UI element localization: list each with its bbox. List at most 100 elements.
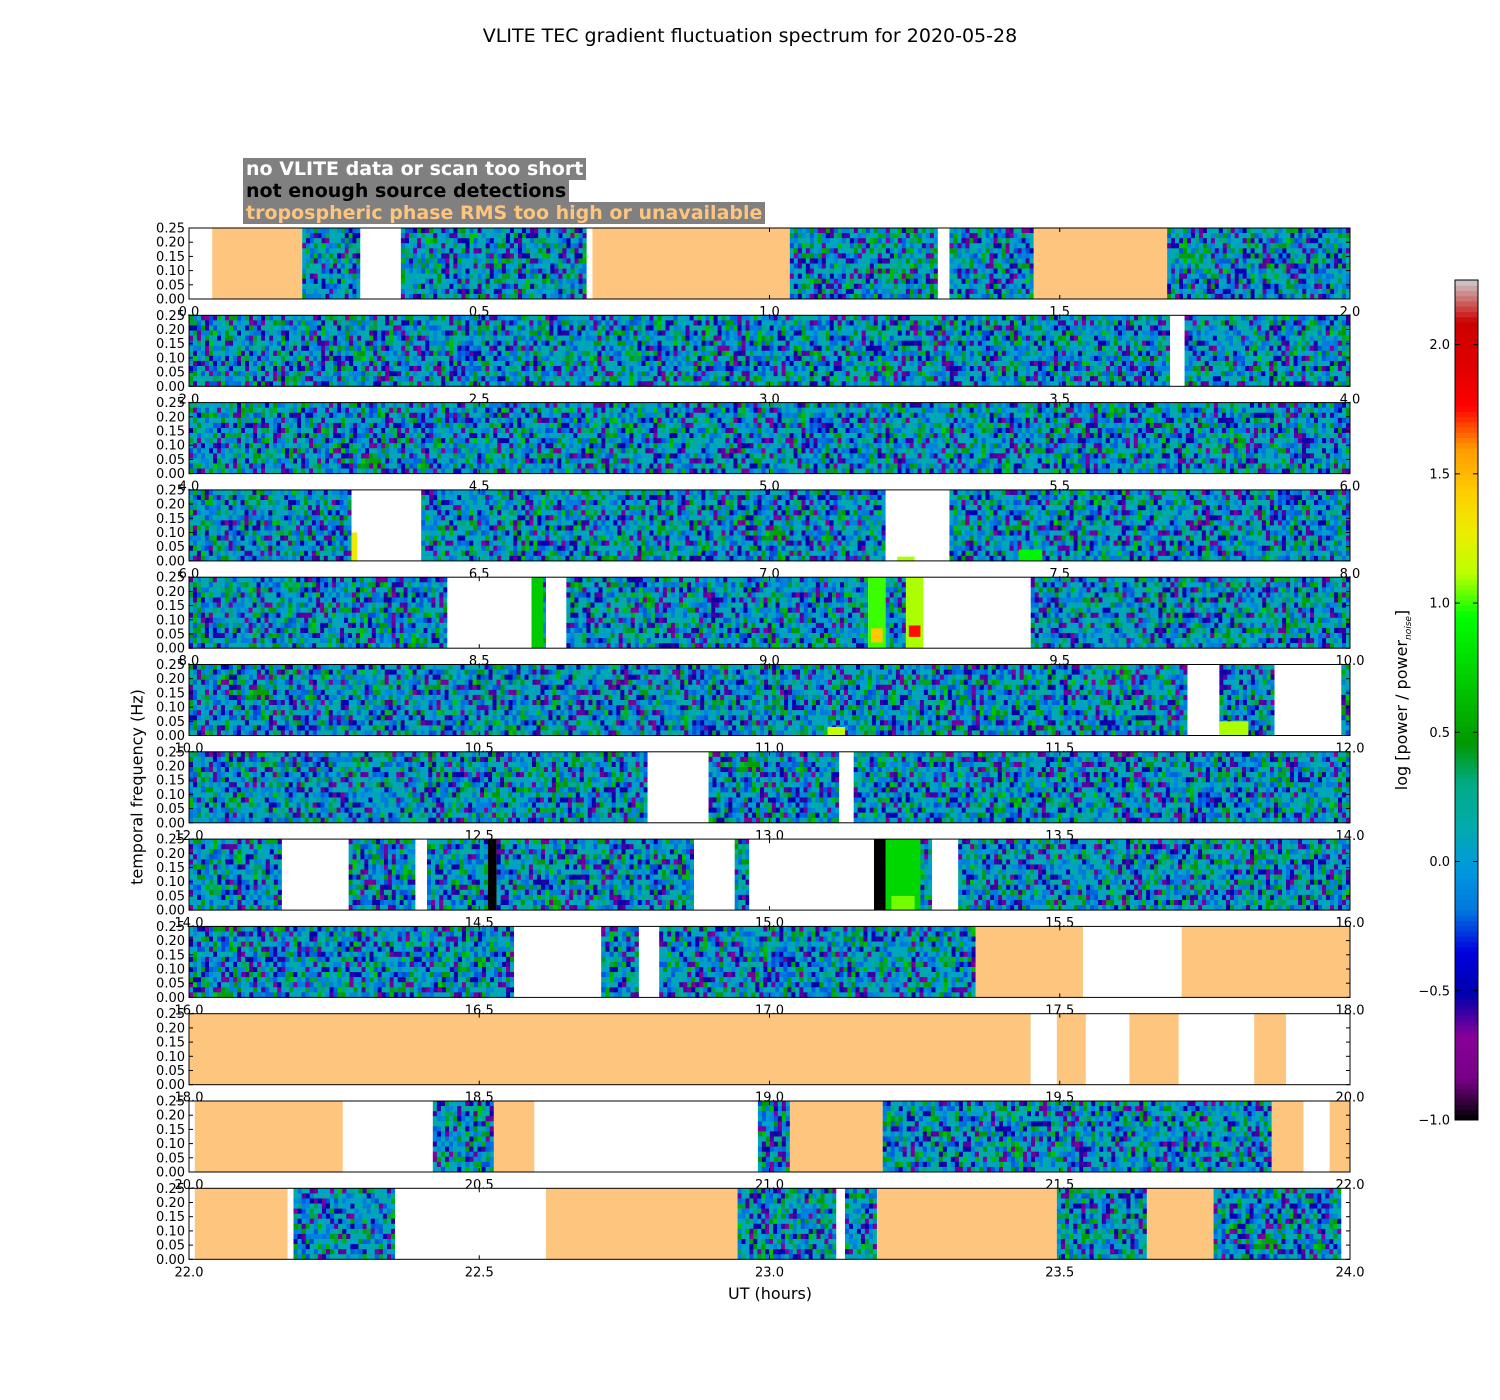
heat-cell (961, 284, 965, 289)
heat-cell (790, 238, 794, 243)
heat-cell (814, 258, 818, 263)
heat-cell (310, 284, 314, 289)
heat-cell (514, 233, 518, 238)
heat-cell (453, 258, 457, 263)
heat-cell (302, 248, 306, 253)
heat-cell (506, 243, 510, 248)
heat-cell (534, 279, 538, 284)
heat-cell (345, 258, 349, 263)
heat-cell (306, 228, 310, 233)
heat-cell (934, 228, 938, 233)
heat-cell (318, 233, 322, 238)
heat-cell (306, 243, 310, 248)
heat-cell (562, 269, 566, 274)
heat-cell (405, 269, 409, 274)
heat-cell (894, 228, 898, 233)
heat-cell (965, 264, 969, 269)
heat-cell (934, 253, 938, 258)
heat-cell (465, 243, 469, 248)
heat-cell (478, 253, 482, 258)
heat-cell (405, 228, 409, 233)
heat-cell (333, 253, 337, 258)
heat-cell (790, 289, 794, 294)
heat-cell (437, 264, 441, 269)
heat-cell (461, 253, 465, 258)
heat-cell (566, 264, 570, 269)
heat-cell (970, 258, 974, 263)
heat-cell (341, 279, 345, 284)
heat-cell (870, 269, 874, 274)
heat-cell (478, 269, 482, 274)
heat-cell (579, 279, 583, 284)
heat-cell (337, 248, 341, 253)
heat-cell (356, 274, 360, 279)
heat-cell (894, 269, 898, 274)
heat-cell (934, 279, 938, 284)
heat-cell (465, 233, 469, 238)
heat-cell (498, 289, 502, 294)
heat-cell (318, 264, 322, 269)
heat-cell (441, 233, 445, 238)
heat-cell (542, 289, 546, 294)
heat-cell (506, 264, 510, 269)
heat-cell (834, 284, 838, 289)
heat-cell (470, 258, 474, 263)
heat-cell (522, 258, 526, 263)
heat-cell (325, 269, 329, 274)
heat-cell (850, 284, 854, 289)
heat-cell (558, 258, 562, 263)
heat-cell (558, 253, 562, 258)
heat-cell (542, 279, 546, 284)
heat-cell (526, 269, 530, 274)
heat-cell (882, 248, 886, 253)
heat-cell (490, 248, 494, 253)
heat-cell (818, 248, 822, 253)
heat-cell (494, 248, 498, 253)
heat-cell (934, 284, 938, 289)
heat-cell (433, 253, 437, 258)
heat-cell (405, 243, 409, 248)
heat-cell (409, 248, 413, 253)
heat-cell (478, 264, 482, 269)
heat-cell (310, 238, 314, 243)
heat-cell (822, 248, 826, 253)
heat-cell (953, 253, 957, 258)
heat-cell (874, 269, 878, 274)
heat-cell (345, 274, 349, 279)
heat-cell (854, 258, 858, 263)
heat-cell (957, 269, 961, 274)
heat-cell (910, 228, 914, 233)
heat-cell (826, 264, 830, 269)
heat-cell (401, 228, 405, 233)
heat-cell (449, 289, 453, 294)
heat-cell (329, 253, 333, 258)
heat-cell (514, 238, 518, 243)
heat-cell (810, 264, 814, 269)
heat-cell (421, 264, 425, 269)
heat-cell (822, 294, 826, 299)
heat-cell (858, 264, 862, 269)
heat-cell (978, 289, 982, 294)
heat-cell (453, 284, 457, 289)
heat-cell (949, 279, 953, 284)
heat-cell (579, 248, 583, 253)
heat-cell (982, 233, 986, 238)
heat-cell (838, 289, 842, 294)
heat-cell (965, 253, 969, 258)
heat-cell (401, 264, 405, 269)
heat-cell (538, 238, 542, 243)
heat-cell (894, 253, 898, 258)
heat-cell (914, 274, 918, 279)
heat-cell (514, 284, 518, 289)
heat-cell (906, 264, 910, 269)
heat-cell (910, 258, 914, 263)
heat-cell (554, 243, 558, 248)
heat-cell (522, 294, 526, 299)
heat-cell (421, 279, 425, 284)
heat-cell (957, 264, 961, 269)
heat-cell (922, 238, 926, 243)
heat-cell (502, 248, 506, 253)
heat-cell (838, 279, 842, 284)
heat-cell (890, 279, 894, 284)
heat-cell (417, 279, 421, 284)
